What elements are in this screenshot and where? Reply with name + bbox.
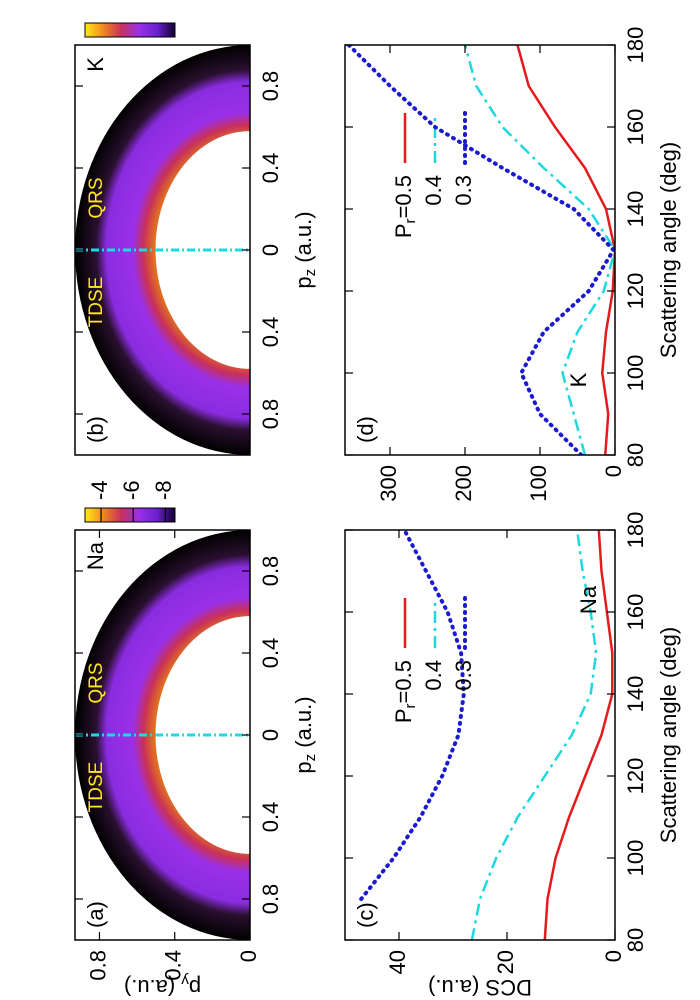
x-tick-label: 160 <box>623 109 648 146</box>
momentum-ring <box>75 530 250 940</box>
x-tick-label: 0.4 <box>258 317 283 348</box>
legend-label-part: P <box>391 708 416 723</box>
series-line <box>463 45 615 455</box>
x-tick-label: 0 <box>258 729 283 741</box>
legend-label-part: P <box>391 223 416 238</box>
y-axis-label-part: p <box>189 975 201 1000</box>
x-axis-label: pz (a.u.) <box>291 696 319 773</box>
panel-label: (a) <box>83 901 108 928</box>
x-tick-label: 120 <box>623 758 648 795</box>
series-line <box>516 45 615 455</box>
panel-label: (c) <box>353 902 378 928</box>
y-tick-label: 200 <box>451 465 476 502</box>
y-tick-label: 100 <box>526 465 551 502</box>
x-tick-label: 0.8 <box>258 884 283 915</box>
colorbar-tick-label: -6 <box>119 480 144 500</box>
legend-label-part: r <box>402 703 419 708</box>
annotation: TDSE <box>86 277 107 328</box>
plot-frame <box>344 529 616 941</box>
legend-label-part: =0.5 <box>391 175 416 218</box>
plot-frame <box>344 44 616 456</box>
x-tick-label: 0 <box>258 244 283 256</box>
x-tick-label: 0.4 <box>258 638 283 669</box>
legend-label: 0.4 <box>421 660 446 691</box>
y-tick-label: 40 <box>385 950 410 974</box>
x-axis-label-part: (a.u.) <box>291 211 316 268</box>
colorbar <box>84 22 176 38</box>
x-tick-label: 0.8 <box>258 399 283 430</box>
legend-label: 0.4 <box>421 175 446 206</box>
y-axis-label: py (a.u.) <box>124 972 201 1000</box>
panel-label: (d) <box>353 416 378 443</box>
annotation: QRS <box>86 662 107 703</box>
x-tick-label: 140 <box>623 191 648 228</box>
x-tick-label: 0.8 <box>258 71 283 102</box>
annotation: Na <box>83 541 108 570</box>
y-axis-label-part: y <box>181 972 189 989</box>
legend-label: 0.3 <box>451 175 476 206</box>
x-axis-label: Scattering angle (deg) <box>656 142 681 358</box>
x-tick-label: 0.8 <box>258 556 283 587</box>
x-tick-label: 80 <box>623 928 648 952</box>
x-axis-label-part: z <box>302 269 319 277</box>
y-tick-label: 0.4 <box>161 950 186 981</box>
x-tick-label: 180 <box>623 27 648 64</box>
x-tick-label: 0.4 <box>258 802 283 833</box>
legend-label-part: =0.5 <box>391 660 416 703</box>
x-tick-label: 80 <box>623 443 648 467</box>
colorbar <box>84 507 176 523</box>
x-axis-label: Scattering angle (deg) <box>656 627 681 843</box>
series-line <box>346 45 615 455</box>
x-axis-label-part: p <box>291 761 316 773</box>
x-axis-label-part: (a.u.) <box>291 696 316 753</box>
series-line <box>470 530 598 940</box>
y-tick-label: 300 <box>376 465 401 502</box>
legend-label-part: r <box>402 218 419 223</box>
x-axis-label-part: p <box>291 276 316 288</box>
legend-label: Pr=0.5 <box>391 660 419 723</box>
x-axis-label: pz (a.u.) <box>291 211 319 288</box>
x-tick-label: 160 <box>623 594 648 631</box>
y-tick-label: 20 <box>493 950 518 974</box>
x-axis-label-part: z <box>302 754 319 762</box>
x-tick-label: 0.4 <box>258 153 283 184</box>
y-tick-label: 0 <box>236 950 261 962</box>
colorbar-tick-label: -4 <box>87 480 112 500</box>
panel-label: (b) <box>83 416 108 443</box>
legend-label: 0.3 <box>451 660 476 691</box>
momentum-ring <box>75 45 250 455</box>
x-tick-label: 100 <box>623 355 648 392</box>
annotation: K <box>83 57 108 72</box>
series-line <box>359 530 466 901</box>
legend-label: Pr=0.5 <box>391 175 419 238</box>
y-tick-label: 0 <box>601 465 626 477</box>
y-tick-label: 0 <box>601 950 626 962</box>
colorbar-tick-label: -8 <box>151 480 176 500</box>
y-tick-label: 0.8 <box>85 950 110 981</box>
x-tick-label: 100 <box>623 840 648 877</box>
y-axis-label: DCS (a.u.) <box>428 975 532 1000</box>
x-tick-label: 140 <box>623 676 648 713</box>
annotation: QRS <box>86 177 107 218</box>
annotation: TDSE <box>86 762 107 813</box>
x-tick-label: 120 <box>623 273 648 310</box>
annotation: Na <box>576 585 601 614</box>
series-line <box>543 530 614 940</box>
y-axis-label-part: (a.u.) <box>124 975 181 1000</box>
x-tick-label: 180 <box>623 512 648 549</box>
annotation: K <box>566 372 591 387</box>
